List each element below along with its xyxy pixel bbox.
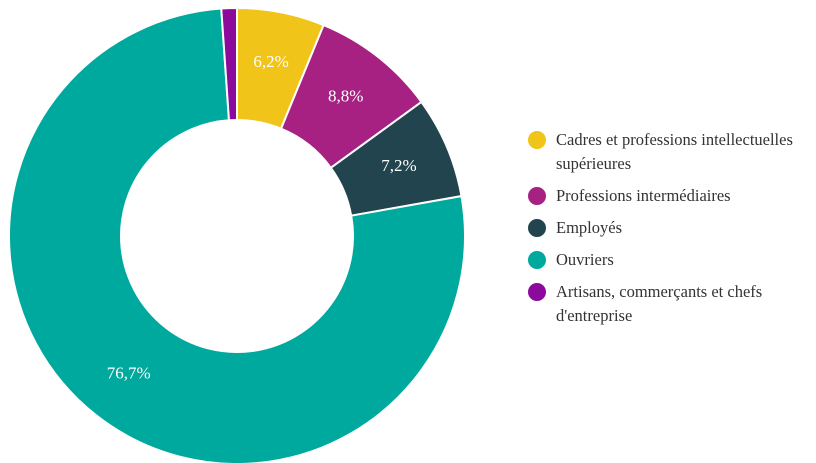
legend-swatch-ouvriers [528, 251, 546, 269]
legend-label-employes: Employés [556, 218, 622, 237]
legend-item-artisans[interactable]: Artisans, commerçants et chefs d'entrepr… [528, 280, 816, 328]
donut-slice-3[interactable] [8, 7, 466, 463]
slice-label-0: 6,2% [253, 52, 288, 71]
legend-swatch-cadres [528, 131, 546, 149]
legend-label-cadres: Cadres et professions intellectuelles su… [556, 130, 793, 173]
legend-swatch-professions-intermediaires [528, 187, 546, 205]
slice-label-3: 76,7% [107, 364, 151, 383]
legend-label-artisans: Artisans, commerçants et chefs d'entrepr… [556, 282, 763, 325]
slice-label-2: 7,2% [381, 156, 416, 175]
legend-item-employes[interactable]: Employés [528, 216, 816, 240]
slice-label-1: 8,8% [328, 87, 363, 106]
chart-legend: Cadres et professions intellectuelles su… [528, 128, 816, 336]
legend-label-ouvriers: Ouvriers [556, 250, 614, 269]
donut-slice-4[interactable] [220, 6, 238, 122]
legend-item-ouvriers[interactable]: Ouvriers [528, 248, 816, 272]
legend-item-cadres[interactable]: Cadres et professions intellectuelles su… [528, 128, 816, 176]
legend-label-professions-intermediaires: Professions intermédiaires [556, 186, 731, 205]
legend-item-professions-intermediaires[interactable]: Professions intermédiaires [528, 184, 816, 208]
legend-swatch-artisans [528, 283, 546, 301]
legend-swatch-employes [528, 219, 546, 237]
